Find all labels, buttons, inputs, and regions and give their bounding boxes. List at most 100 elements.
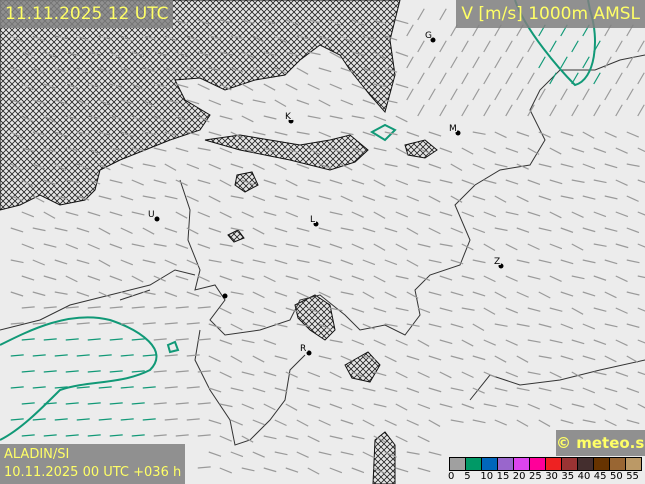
wind-barb — [604, 131, 617, 138]
wind-barb — [483, 275, 496, 283]
city-label: M — [449, 124, 457, 134]
wind-barb — [340, 451, 354, 456]
wind-barb — [98, 322, 112, 325]
wind-barb — [329, 83, 342, 90]
wind-barb — [10, 418, 24, 421]
wind-barb — [626, 387, 640, 394]
wind-barb — [461, 40, 469, 53]
wind-barb — [461, 147, 474, 155]
wind-barb — [340, 67, 354, 73]
wind-barb — [395, 115, 408, 123]
wind-barb — [362, 259, 376, 266]
wind-barb — [637, 72, 645, 85]
wind-barb — [186, 131, 200, 136]
wind-barb — [142, 291, 156, 295]
city-marker — [313, 221, 319, 227]
wind-barb — [98, 227, 111, 235]
wind-barb — [186, 35, 200, 41]
wind-barb — [527, 275, 541, 280]
wind-barb — [76, 227, 90, 233]
wind-barb — [10, 131, 23, 139]
wind-barb — [527, 72, 535, 85]
wind-barb — [395, 211, 409, 218]
wind-barb — [505, 403, 519, 408]
wind-barb — [472, 88, 480, 101]
wind-barb — [626, 195, 639, 202]
wind-barb — [439, 339, 453, 345]
wind-barb — [505, 147, 519, 153]
wind-barb — [21, 306, 35, 309]
wind-barb — [571, 104, 579, 117]
borders — [0, 54, 645, 446]
wind-barb — [296, 291, 309, 298]
wind-barb — [428, 56, 436, 69]
wind-barb — [549, 307, 563, 312]
wind-barb — [373, 179, 386, 187]
wind-barb — [32, 195, 45, 203]
wind-barb — [318, 291, 331, 299]
wind-barb — [505, 40, 513, 53]
wind-barb — [120, 131, 134, 137]
wind-barb — [307, 83, 320, 91]
wind-barb — [527, 104, 535, 117]
wind-barb — [197, 434, 211, 437]
wind-barb — [318, 227, 332, 232]
wind-barb — [274, 67, 287, 74]
wind-barb — [164, 195, 178, 200]
wind-barb — [120, 163, 134, 169]
wind-barb — [329, 339, 343, 343]
wind-barb — [472, 227, 486, 234]
wind-barb — [637, 243, 645, 248]
wind-barb — [417, 104, 425, 117]
wind-barb — [186, 291, 200, 297]
wind-barb — [175, 211, 188, 219]
wind-barb — [516, 131, 530, 137]
wind-barb — [296, 323, 310, 327]
wind-barb — [549, 339, 563, 344]
wind-barb — [263, 435, 277, 440]
wind-barb — [285, 243, 299, 248]
wind-barb — [120, 354, 134, 357]
wind-barb — [98, 418, 112, 421]
wind-barb — [98, 195, 112, 200]
wind-barb — [120, 322, 134, 325]
wind-barb — [626, 163, 640, 167]
wind-barb — [142, 195, 156, 199]
wind-barb — [538, 291, 551, 299]
wind-barb — [230, 163, 244, 169]
wind-barb — [32, 227, 46, 232]
wind-barb — [505, 72, 513, 85]
wind-barb — [65, 338, 79, 341]
wind-barb — [439, 40, 447, 53]
wind-barb — [153, 83, 167, 88]
wind-barb — [10, 322, 24, 325]
city-label: Z — [494, 257, 500, 267]
wind-barb — [373, 339, 386, 346]
wind-barb — [230, 355, 243, 363]
wind-barb — [351, 211, 364, 218]
wind-barb — [153, 402, 167, 405]
wind-barb — [164, 322, 178, 325]
wind-barb — [384, 99, 398, 104]
wind-barb — [87, 115, 101, 119]
parameter-label: V [m/s] 1000m AMSL — [456, 0, 645, 28]
wind-barb — [10, 99, 24, 105]
wind-barb — [439, 72, 447, 85]
wind-barb — [153, 434, 167, 437]
wind-barb — [494, 387, 508, 392]
wind-barb — [604, 355, 617, 363]
wind-barb — [252, 227, 265, 235]
wind-barb — [65, 83, 79, 89]
wind-barb — [450, 24, 458, 37]
wind-barb — [450, 195, 463, 203]
wind-barb — [538, 163, 552, 168]
wind-barb — [32, 386, 46, 389]
wind-barb — [428, 323, 442, 328]
wind-barb — [241, 211, 254, 218]
wind-barb — [10, 291, 24, 297]
wind-barb — [252, 259, 266, 264]
wind-barb — [461, 72, 469, 85]
wind-barb — [274, 291, 288, 297]
wind-barb — [472, 387, 485, 394]
wind-barb — [120, 35, 133, 42]
